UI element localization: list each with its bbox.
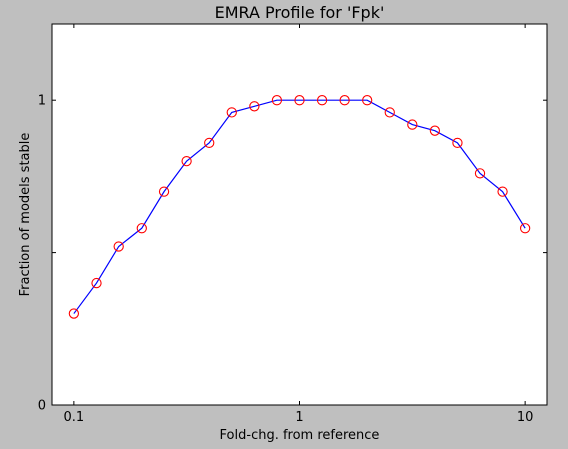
data-point xyxy=(497,186,508,197)
plot-area xyxy=(51,23,548,406)
data-point xyxy=(136,223,147,234)
data-point xyxy=(181,156,192,167)
data-point xyxy=(226,107,237,118)
data-point xyxy=(474,168,486,179)
data-point xyxy=(384,107,395,118)
data-point xyxy=(362,95,373,106)
series-line xyxy=(73,99,526,314)
data-point xyxy=(407,119,418,130)
data-point xyxy=(294,95,305,106)
data-point xyxy=(91,277,102,289)
data-point xyxy=(429,125,441,136)
y-tick-label: 1 xyxy=(38,94,46,109)
data-point xyxy=(271,95,283,106)
data-point xyxy=(68,308,80,319)
y-axis-label: Fraction of models stable xyxy=(18,133,33,297)
data-point xyxy=(158,186,170,197)
data-point xyxy=(339,95,350,106)
x-tick-label: 1 xyxy=(295,410,303,425)
x-axis-label: Fold-chg. from reference xyxy=(220,428,380,443)
data-point xyxy=(113,241,124,252)
data-point xyxy=(204,137,215,149)
chart-title: EMRA Profile for 'Fpk' xyxy=(215,3,385,22)
data-point xyxy=(452,137,463,149)
y-tick-label: 0 xyxy=(38,399,46,414)
x-tick-label: 10 xyxy=(517,410,534,425)
x-tick-label: 0.1 xyxy=(64,410,85,425)
data-point xyxy=(316,95,328,106)
data-point xyxy=(249,101,260,112)
data-point xyxy=(519,223,531,234)
